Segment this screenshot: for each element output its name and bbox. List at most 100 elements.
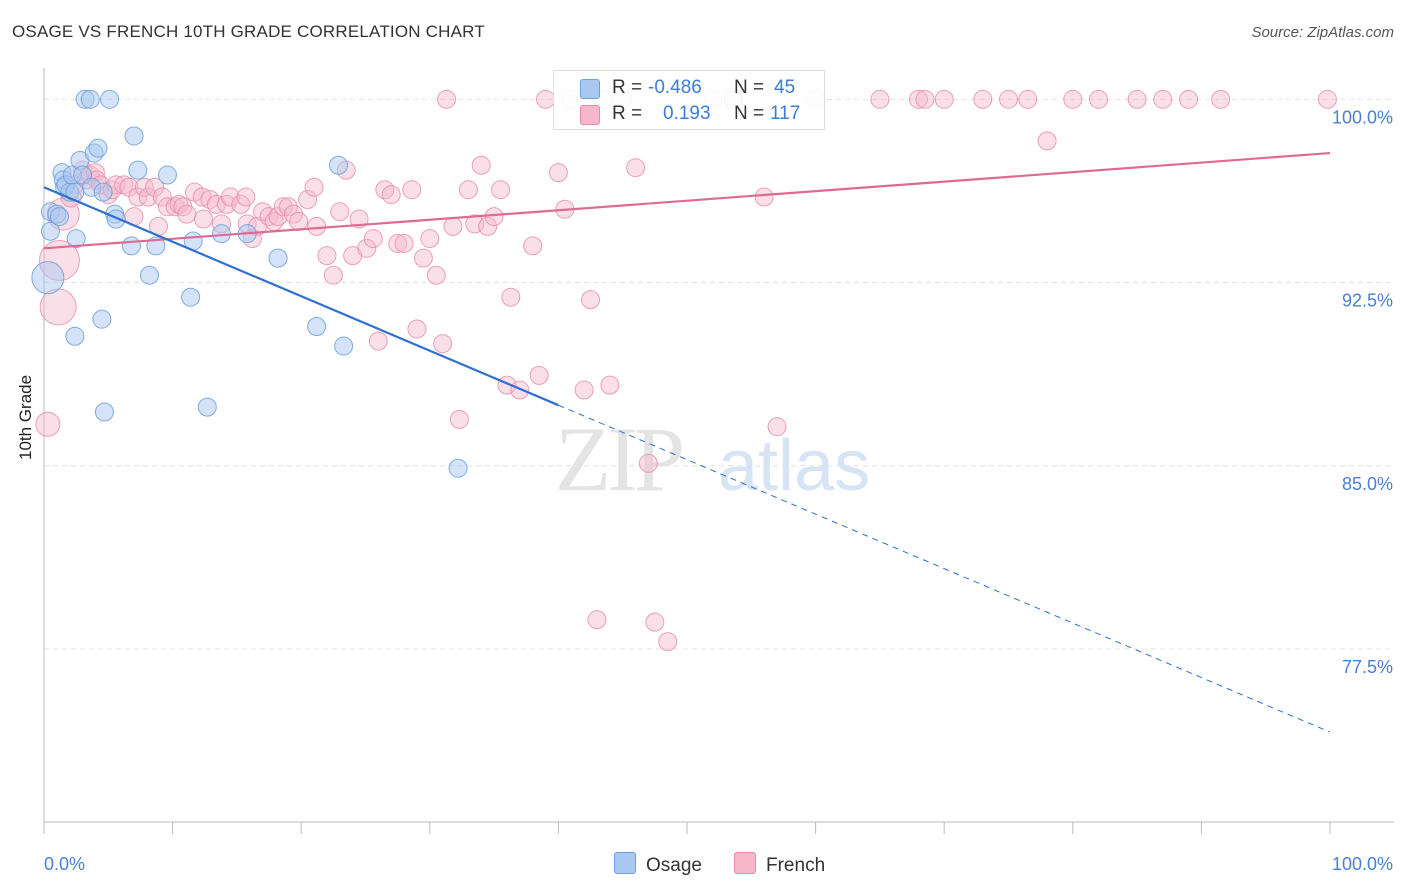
french-point <box>870 89 890 109</box>
osage-swatch <box>580 79 600 99</box>
osage-point <box>92 309 112 329</box>
osage-point <box>268 248 288 268</box>
french-point <box>484 207 504 227</box>
legend-item-french: French <box>734 852 825 877</box>
french-point <box>420 229 440 249</box>
osage-trend-extension <box>558 404 1331 733</box>
stats-legend: R = -0.486 N = 45 R = 0.193 N = 117 <box>553 70 825 130</box>
osage-point <box>157 165 177 185</box>
y-tick-labels: 77.5% 85.0% 92.5% 100.0% <box>1332 107 1393 677</box>
french-point <box>1317 89 1337 109</box>
french-point <box>268 207 288 227</box>
french-point <box>138 187 158 207</box>
osage-point <box>31 261 65 295</box>
french-point <box>1018 89 1038 109</box>
french-point <box>501 287 521 307</box>
french-point <box>478 216 498 236</box>
french-point <box>471 155 491 175</box>
y-axis-label: 10th Grade <box>16 374 35 460</box>
french-r-label: R = <box>612 103 643 124</box>
french-point <box>407 319 427 339</box>
french-point <box>449 409 469 429</box>
french-point <box>536 89 556 109</box>
french-swatch <box>580 105 600 125</box>
osage-point <box>88 138 108 158</box>
french-point <box>523 236 543 256</box>
french-point <box>491 180 511 200</box>
french-point <box>999 89 1018 109</box>
osage-point <box>139 265 159 285</box>
french-point <box>1211 89 1231 109</box>
french-point <box>236 187 256 207</box>
french-point <box>157 197 177 217</box>
osage-r-value: -0.486 <box>648 77 702 98</box>
osage-point <box>100 89 120 109</box>
osage-r-label: R = <box>612 77 643 98</box>
french-point <box>35 411 61 437</box>
y-tick-label: 100.0% <box>1332 107 1393 127</box>
french-point <box>1179 89 1199 109</box>
osage-trend-line <box>43 186 559 407</box>
french-point <box>548 163 568 183</box>
osage-n-value: 45 <box>774 77 796 98</box>
trend-lines <box>43 151 1331 733</box>
french-point <box>363 229 383 249</box>
osage-point <box>49 207 69 227</box>
french-n-label: N = <box>734 103 765 124</box>
french-point <box>510 380 530 400</box>
french-point <box>304 177 324 197</box>
french-point <box>433 334 453 354</box>
osage-point <box>65 326 85 346</box>
french-point <box>220 187 240 207</box>
french-point <box>413 248 433 268</box>
axes <box>43 68 1394 834</box>
french-point <box>767 417 787 437</box>
french-point <box>394 233 414 253</box>
watermark-zip: ZIP <box>555 408 682 510</box>
french-point <box>1127 89 1147 109</box>
french-point <box>529 365 549 385</box>
french-point <box>298 189 318 209</box>
french-point <box>273 197 293 217</box>
osage-point <box>80 89 100 109</box>
french-r-value: 0.193 <box>663 103 711 124</box>
french-point <box>114 175 134 195</box>
x-tick-label: 0.0% <box>44 854 85 874</box>
french-point <box>574 380 594 400</box>
watermark-atlas: atlas <box>718 426 870 506</box>
french-point <box>587 610 607 630</box>
french-point <box>177 204 197 224</box>
french-point <box>39 288 77 326</box>
x-tick-labels: 0.0% 100.0% <box>44 854 1393 874</box>
french-point <box>375 180 395 200</box>
source-label: Source: ZipAtlas.com <box>1251 24 1394 41</box>
french-point <box>381 185 401 205</box>
french-point <box>317 246 337 266</box>
french-point <box>915 89 935 109</box>
french-point <box>1063 89 1083 109</box>
osage-point <box>197 397 217 417</box>
french-point <box>1037 131 1057 151</box>
legend-french-swatch <box>734 852 756 874</box>
chart-title: OSAGE VS FRENCH 10TH GRADE CORRELATION C… <box>12 22 485 41</box>
french-point <box>638 453 658 473</box>
french-point <box>600 375 620 395</box>
osage-point <box>128 160 148 180</box>
french-point <box>1089 89 1109 109</box>
french-point <box>307 216 327 236</box>
legend-item-osage: Osage <box>614 852 702 877</box>
osage-point <box>121 236 141 256</box>
osage-point <box>328 155 348 175</box>
french-point <box>388 233 408 253</box>
french-point <box>754 187 774 207</box>
osage-point <box>93 182 113 202</box>
watermark: ZIP atlas <box>555 408 870 510</box>
french-point <box>134 177 154 197</box>
french-point <box>152 187 172 207</box>
legend-osage-swatch <box>614 852 636 874</box>
french-trend-line <box>43 151 1331 250</box>
french-points <box>35 89 1337 652</box>
french-point <box>128 187 148 207</box>
french-point <box>645 612 665 632</box>
